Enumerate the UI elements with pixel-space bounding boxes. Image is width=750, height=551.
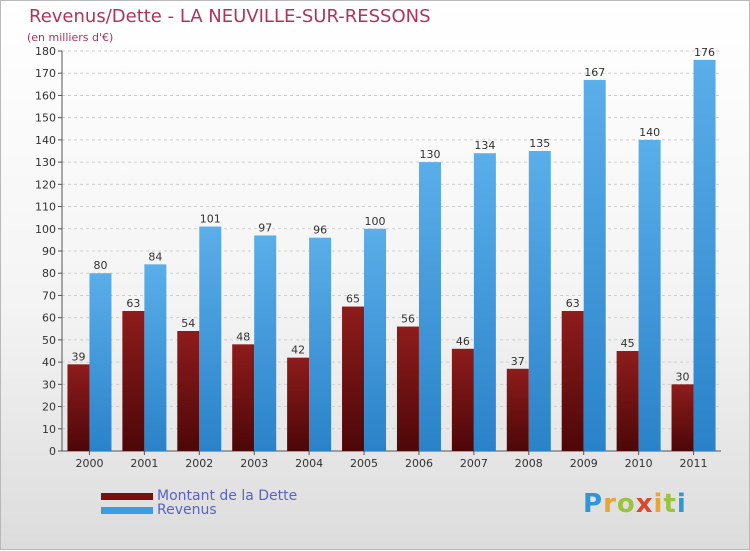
data-label-dette: 46 — [456, 335, 470, 348]
data-label-revenus: 97 — [258, 221, 272, 234]
y-tick-label: 180 — [35, 45, 56, 58]
y-tick-label: 100 — [35, 223, 56, 236]
x-tick-label: 2006 — [405, 457, 433, 470]
bar-dette — [232, 344, 255, 451]
y-tick-label: 30 — [42, 378, 56, 391]
y-tick-label: 0 — [49, 445, 56, 458]
y-tick-label: 110 — [35, 201, 56, 214]
data-label-dette: 42 — [291, 344, 305, 357]
data-label-dette: 30 — [676, 370, 690, 383]
proxiti-logo: Proxiti — [583, 489, 687, 519]
x-tick-label: 2001 — [130, 457, 158, 470]
data-label-dette: 56 — [401, 313, 415, 326]
y-tick-label: 10 — [42, 423, 56, 436]
data-label-dette: 54 — [181, 317, 195, 330]
x-tick-label: 2010 — [625, 457, 653, 470]
bar-dette — [122, 311, 145, 451]
x-tick-label: 2008 — [515, 457, 543, 470]
x-tick-label: 2003 — [240, 457, 268, 470]
y-tick-label: 70 — [42, 289, 56, 302]
legend-label-dette: Montant de la Dette — [157, 488, 298, 504]
bar-revenus — [693, 59, 716, 452]
bar-revenus — [528, 151, 551, 451]
data-label-revenus: 134 — [474, 139, 495, 152]
bar-dette — [177, 331, 200, 451]
bar-revenus — [418, 162, 441, 451]
data-label-dette: 48 — [236, 330, 250, 343]
bar-revenus — [144, 264, 167, 451]
data-label-revenus: 135 — [529, 137, 550, 150]
legend-label-revenus: Revenus — [157, 502, 217, 518]
chart-title: Revenus/Dette - LA NEUVILLE-SUR-RESSONS — [29, 6, 431, 27]
bar-revenus — [89, 273, 112, 451]
data-label-revenus: 100 — [365, 215, 386, 228]
y-tick-label: 130 — [35, 156, 56, 169]
y-tick-label: 90 — [42, 245, 56, 258]
bar-revenus — [638, 139, 661, 451]
bar-dette — [67, 364, 90, 451]
legend-swatch-dette — [101, 492, 153, 500]
bar-revenus — [473, 153, 496, 451]
bar-revenus — [254, 235, 277, 451]
y-tick-label: 60 — [42, 312, 56, 325]
bar-dette — [396, 326, 419, 451]
y-tick-label: 20 — [42, 401, 56, 414]
x-tick-label: 2007 — [460, 457, 488, 470]
data-label-revenus: 101 — [200, 213, 221, 226]
data-label-dette: 39 — [71, 350, 85, 363]
data-label-dette: 45 — [621, 337, 635, 350]
x-tick-label: 2005 — [350, 457, 378, 470]
bar-revenus — [364, 228, 387, 451]
y-tick-label: 80 — [42, 267, 56, 280]
data-label-revenus: 80 — [93, 259, 107, 272]
bar-revenus — [583, 79, 606, 451]
bar-dette — [561, 311, 584, 451]
data-label-revenus: 84 — [148, 250, 162, 263]
legend-item-dette: Montant de la Dette — [101, 488, 297, 504]
data-label-revenus: 140 — [639, 126, 660, 139]
bar-dette — [342, 306, 365, 451]
data-label-revenus: 176 — [694, 46, 715, 59]
x-tick-label: 2011 — [680, 457, 708, 470]
x-tick-label: 2009 — [570, 457, 598, 470]
bar-dette — [451, 348, 474, 451]
y-tick-label: 150 — [35, 112, 56, 125]
data-label-revenus: 167 — [584, 66, 605, 79]
chart-subtitle: (en milliers d'€) — [27, 31, 114, 44]
bar-dette — [506, 368, 529, 451]
legend-item-revenus: Revenus — [101, 502, 217, 518]
y-tick-label: 140 — [35, 134, 56, 147]
x-tick-label: 2002 — [185, 457, 213, 470]
data-label-dette: 63 — [566, 297, 580, 310]
y-tick-label: 170 — [35, 67, 56, 80]
data-label-dette: 37 — [511, 355, 525, 368]
bar-dette — [671, 384, 694, 451]
data-label-revenus: 130 — [419, 148, 440, 161]
bar-revenus — [199, 226, 222, 451]
y-tick-label: 50 — [42, 334, 56, 347]
bar-dette — [616, 351, 639, 451]
legend-swatch-revenus — [101, 506, 153, 514]
x-tick-label: 2000 — [75, 457, 103, 470]
data-label-dette: 65 — [346, 293, 360, 306]
bar-revenus — [309, 237, 332, 451]
y-tick-label: 40 — [42, 356, 56, 369]
data-label-revenus: 96 — [313, 224, 327, 237]
data-label-dette: 63 — [126, 297, 140, 310]
y-tick-label: 120 — [35, 178, 56, 191]
x-tick-label: 2004 — [295, 457, 323, 470]
y-tick-label: 160 — [35, 89, 56, 102]
bar-dette — [287, 357, 310, 451]
